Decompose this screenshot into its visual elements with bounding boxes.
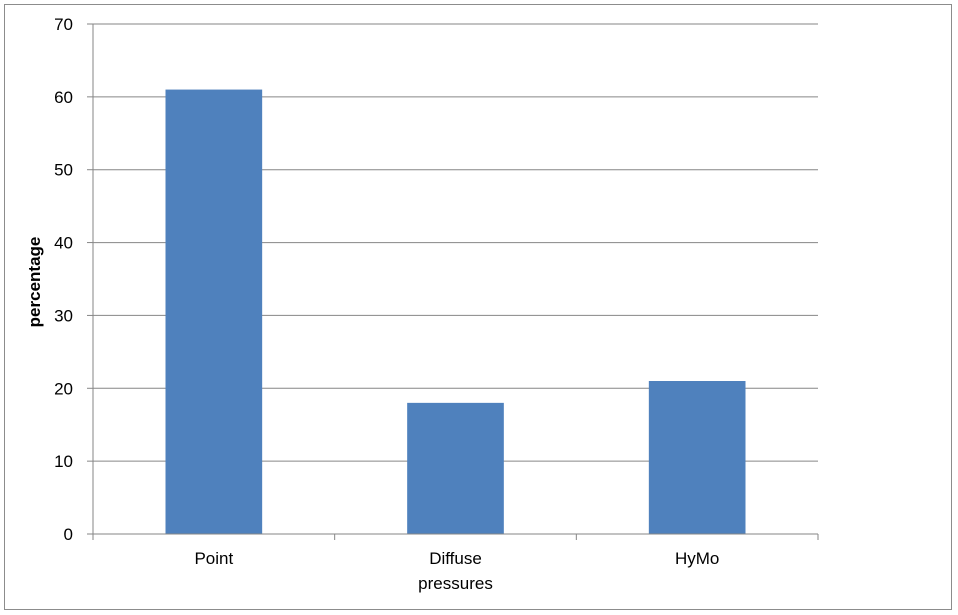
- y-tick-label: 40: [54, 234, 73, 253]
- y-tick-label: 50: [54, 161, 73, 180]
- y-tick-label: 30: [54, 306, 73, 325]
- x-tick-label: Point: [194, 549, 233, 568]
- y-axis-label: percentage: [25, 237, 44, 328]
- y-tick-label: 60: [54, 88, 73, 107]
- bar: [165, 89, 263, 535]
- axes: [87, 23, 819, 540]
- y-tick-labels: 0 10 20 30 40 50 60 70: [54, 15, 73, 544]
- x-tick-label: HyMo: [675, 549, 719, 568]
- y-tick-label: 0: [64, 525, 73, 544]
- x-tick-labels: Point Diffuse pressures HyMo: [194, 549, 719, 593]
- y-tick-label: 20: [54, 379, 73, 398]
- y-tick-label: 70: [54, 15, 73, 34]
- bars: [165, 89, 746, 535]
- x-tick-label: Diffuse pressures: [418, 549, 493, 593]
- bar: [648, 381, 746, 534]
- y-tick-label: 10: [54, 452, 73, 471]
- bar: [407, 402, 504, 534]
